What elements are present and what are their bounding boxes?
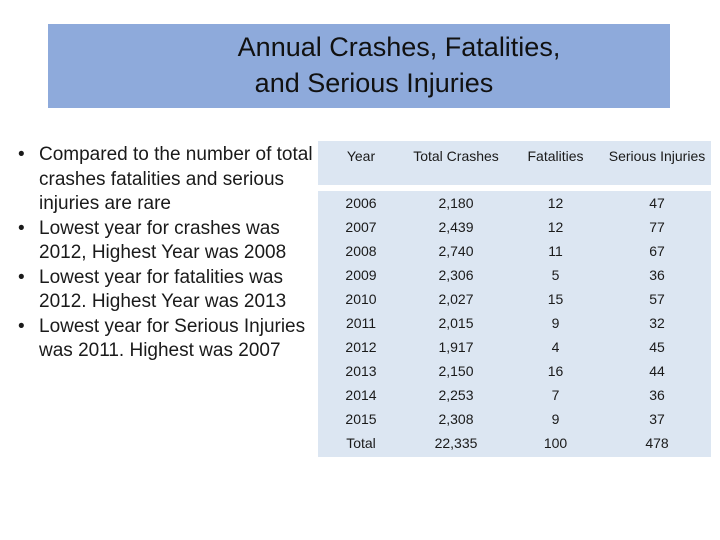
crash-data-table-container: Year Total Crashes Fatalities Serious In… [318, 141, 711, 457]
bullet-text: Lowest year for fatalities was 2012. Hig… [39, 266, 287, 313]
header-total-crashes: Total Crashes [404, 141, 508, 185]
total-fatalities-cell: 100 [508, 431, 603, 457]
serious-injuries-cell: 32 [603, 311, 711, 335]
serious-injuries-cell: 36 [603, 383, 711, 407]
table-row: 2015 2,308 9 37 [318, 407, 711, 431]
header-serious-injuries: Serious Injuries [603, 141, 711, 185]
fatalities-cell: 9 [508, 407, 603, 431]
bullet-item: • Lowest year for fatalities was 2012. H… [14, 266, 316, 315]
fatalities-cell: 4 [508, 335, 603, 359]
header-fatalities: Fatalities [508, 141, 603, 185]
fatalities-cell: 12 [508, 215, 603, 239]
slide-title-line-2: and Serious Injuries [254, 68, 494, 98]
crashes-cell: 2,253 [404, 383, 508, 407]
year-cell: 2011 [318, 311, 404, 335]
year-cell: 2006 [318, 191, 404, 215]
year-cell: 2013 [318, 359, 404, 383]
fatalities-cell: 15 [508, 287, 603, 311]
serious-injuries-cell: 45 [603, 335, 711, 359]
crashes-cell: 2,308 [404, 407, 508, 431]
table-spacer [318, 185, 711, 191]
crashes-cell: 2,180 [404, 191, 508, 215]
total-crashes-cell: 22,335 [404, 431, 508, 457]
table-row: 2006 2,180 12 47 [318, 191, 711, 215]
year-cell: 2008 [318, 239, 404, 263]
bullet-list: • Compared to the number of total crashe… [14, 143, 316, 364]
table-row: 2011 2,015 9 32 [318, 311, 711, 335]
year-cell: 2009 [318, 263, 404, 287]
crashes-cell: 2,150 [404, 359, 508, 383]
year-cell: 2012 [318, 335, 404, 359]
title-banner: Annual Crashes, Fatalities, and Serious … [48, 24, 670, 108]
year-cell: 2015 [318, 407, 404, 431]
serious-injuries-cell: 37 [603, 407, 711, 431]
table-row: 2008 2,740 11 67 [318, 239, 711, 263]
table-total-row: Total 22,335 100 478 [318, 431, 711, 457]
bullet-text: Lowest year for Serious Injuries was 201… [39, 315, 306, 362]
fatalities-cell: 9 [508, 311, 603, 335]
crashes-cell: 1,917 [404, 335, 508, 359]
bullet-dot-icon: • [18, 144, 25, 165]
bullet-dot-icon: • [18, 315, 25, 337]
bullet-dot-icon: • [18, 266, 25, 288]
crash-data-table: Year Total Crashes Fatalities Serious In… [318, 141, 711, 457]
table-row: 2007 2,439 12 77 [318, 215, 711, 239]
fatalities-cell: 5 [508, 263, 603, 287]
serious-injuries-cell: 47 [603, 191, 711, 215]
serious-injuries-cell: 36 [603, 263, 711, 287]
serious-injuries-cell: 67 [603, 239, 711, 263]
table-header-row: Year Total Crashes Fatalities Serious In… [318, 141, 711, 185]
table-row: 2014 2,253 7 36 [318, 383, 711, 407]
year-cell: 2010 [318, 287, 404, 311]
serious-injuries-cell: 77 [603, 215, 711, 239]
fatalities-cell: 11 [508, 239, 603, 263]
bullet-item: • Compared to the number of total crashe… [14, 143, 316, 217]
total-serious-injuries-cell: 478 [603, 431, 711, 457]
year-cell: 2007 [318, 215, 404, 239]
serious-injuries-cell: 57 [603, 287, 711, 311]
table-row: 2012 1,917 4 45 [318, 335, 711, 359]
bullet-dot-icon: • [18, 217, 25, 239]
fatalities-cell: 16 [508, 359, 603, 383]
slide-title-line-1: Annual Crashes, Fatalities, [237, 32, 561, 62]
crashes-cell: 2,027 [404, 287, 508, 311]
fatalities-cell: 12 [508, 191, 603, 215]
fatalities-cell: 7 [508, 383, 603, 407]
bullet-text: Lowest year for crashes was 2012, Highes… [39, 217, 287, 264]
bullet-item: • Lowest year for Serious Injuries was 2… [14, 315, 316, 364]
table-row: 2013 2,150 16 44 [318, 359, 711, 383]
table-row: 2009 2,306 5 36 [318, 263, 711, 287]
total-label-cell: Total [318, 431, 404, 457]
crashes-cell: 2,306 [404, 263, 508, 287]
crashes-cell: 2,439 [404, 215, 508, 239]
bullet-item: • Lowest year for crashes was 2012, High… [14, 217, 316, 266]
slide-title: Annual Crashes, Fatalities, and Serious … [48, 29, 670, 101]
serious-injuries-cell: 44 [603, 359, 711, 383]
year-cell: 2014 [318, 383, 404, 407]
crashes-cell: 2,015 [404, 311, 508, 335]
bullet-text: Compared to the number of total crashes … [39, 144, 313, 214]
crashes-cell: 2,740 [404, 239, 508, 263]
table-row: 2010 2,027 15 57 [318, 287, 711, 311]
header-year: Year [318, 141, 404, 185]
